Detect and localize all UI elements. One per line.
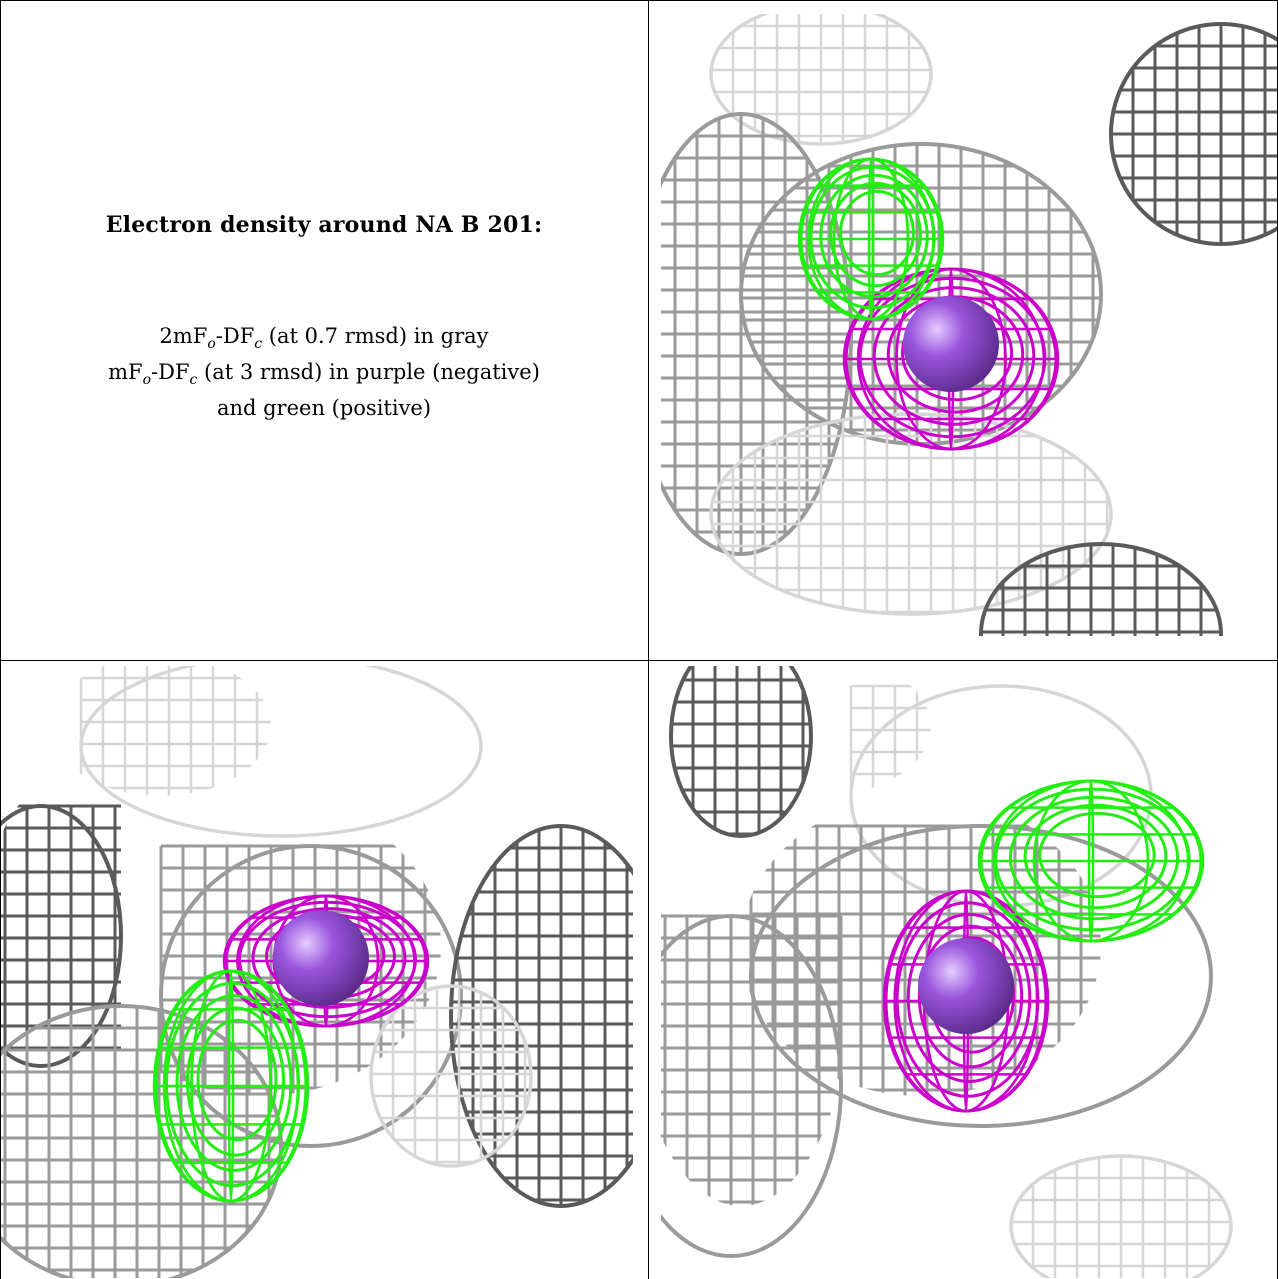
density-view-bottom-left (1, 666, 633, 1278)
legend-panel: Electron density around NA B 201: 2mFo-D… (0, 0, 648, 660)
density-mesh-bottom-left (1, 666, 633, 1278)
legend-line2-part-e: (at 3 rmsd) in purple (negative) (197, 360, 540, 384)
positive-density-cage (977, 779, 1205, 943)
legend-text: 2mFo-DFc (at 0.7 rmsd) in gray mFo-DFc (… (0, 318, 648, 426)
border-top (0, 0, 1278, 1)
gray-density-lower (709, 412, 1113, 616)
density-view-top-right (661, 14, 1277, 636)
gray-density-bottom (1009, 1154, 1233, 1278)
legend-line2-sub-o: o (142, 372, 152, 389)
gray-density-upper (849, 684, 1153, 908)
border-left (0, 0, 1, 1279)
gray-density-top-right (1109, 22, 1277, 246)
legend-line1-sub-c: c (254, 336, 263, 353)
center-divider-vertical (648, 0, 649, 1279)
legend-line2-sub-c: c (189, 372, 198, 389)
positive-density-cage (152, 969, 310, 1203)
gray-density-top-left (669, 666, 813, 838)
gray-density-upper (79, 666, 483, 838)
legend-line1-part-a: 2mF (159, 324, 208, 348)
legend-line2-part-c: -DF (151, 360, 190, 384)
legend-line2-part-a: mF (108, 360, 143, 384)
legend-line-green: and green (positive) (216, 396, 432, 420)
legend-line1-part-c: -DF (215, 324, 255, 348)
sodium-atom-icon (918, 938, 1014, 1034)
gray-density-upper (709, 14, 933, 146)
positive-density-cage (797, 157, 945, 321)
gray-density-right (449, 824, 633, 1208)
legend-line-2mfo-dfc: 2mFo-DFc (at 0.7 rmsd) in gray (0, 318, 648, 354)
legend-line-mfo-dfc: mFo-DFc (at 3 rmsd) in purple (negative) (0, 354, 648, 390)
center-divider-horizontal (0, 660, 1278, 661)
legend-title: Electron density around NA B 201: (105, 212, 543, 238)
density-mesh-top-right (661, 14, 1277, 636)
sodium-atom-icon (903, 296, 999, 392)
legend-line1-part-e: (at 0.7 rmsd) in gray (262, 324, 489, 348)
legend-line1-sub-o: o (207, 336, 216, 353)
sodium-atom-icon (273, 910, 369, 1006)
gray-density-lower-right (369, 984, 533, 1168)
density-view-bottom-right (661, 666, 1277, 1278)
density-mesh-bottom-right (661, 666, 1233, 1278)
negative-density-cage (842, 267, 1060, 451)
